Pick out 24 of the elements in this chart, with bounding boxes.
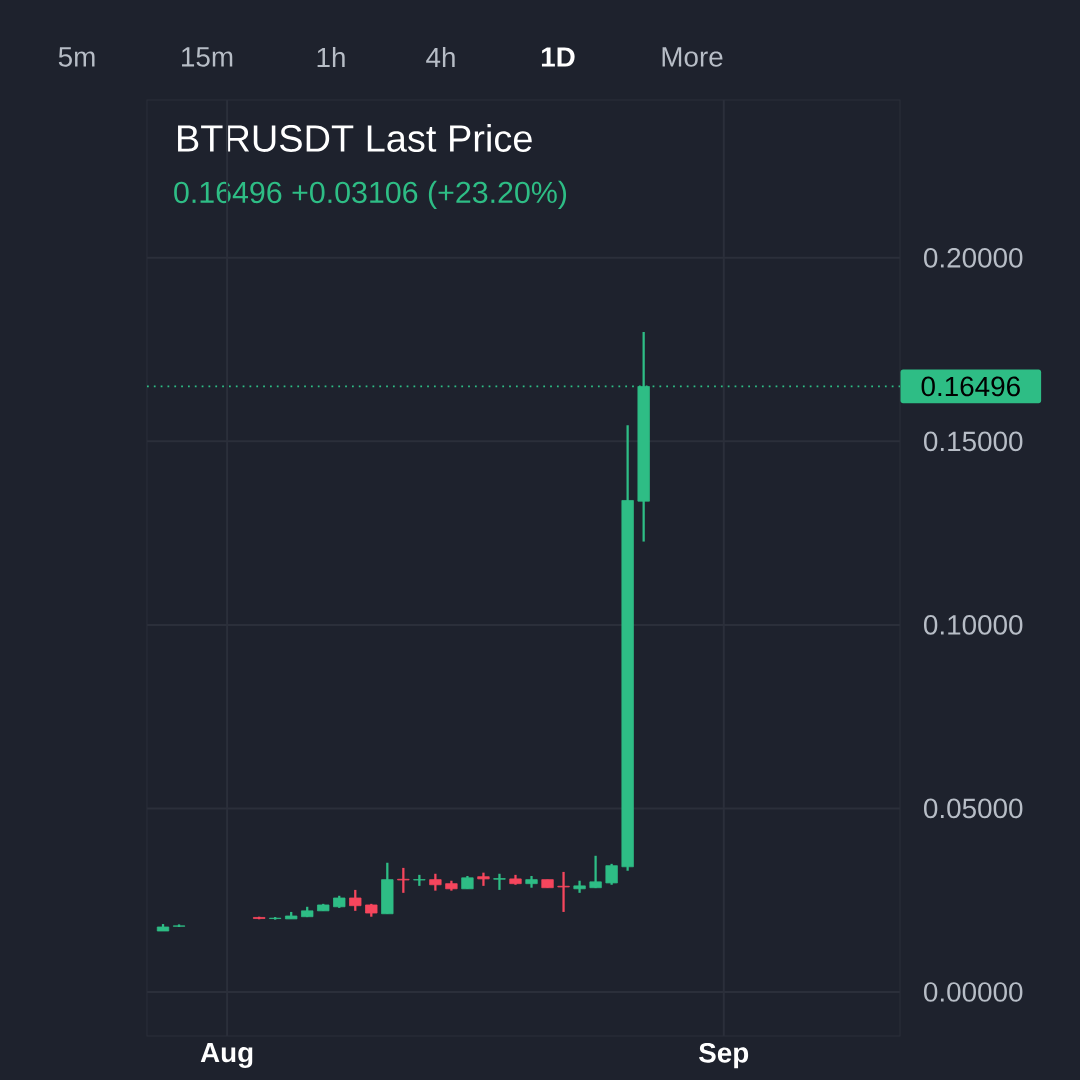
candlestick [493, 872, 506, 892]
y-tick-label: 0.20000 [924, 248, 1023, 268]
y-tick-label: 0.00000 [924, 982, 1023, 1002]
candlestick [413, 873, 426, 888]
candlestick [589, 854, 602, 890]
text: 1D [541, 47, 575, 67]
candlestick [557, 870, 570, 914]
x-tick-label: Sep [699, 1042, 749, 1069]
text: BTRUSDT Last Price [178, 124, 532, 152]
candlestick [605, 862, 618, 886]
candlestick [397, 866, 410, 894]
y-tick-label: 0.05000 [924, 798, 1023, 819]
y-tick-label: 0.10000 [924, 615, 1023, 635]
candlestick [477, 871, 490, 888]
y-tick-label: 0.15000 [924, 431, 1023, 452]
text: 0.16496 +0.03106 (+23.20%) [174, 180, 567, 210]
x-tick-label: Aug [200, 1042, 253, 1068]
text: 15m [182, 47, 233, 67]
text: 4h [426, 46, 455, 68]
text: 5m [58, 47, 95, 67]
text: More [662, 47, 723, 67]
ref-line-label: 0.16496 [921, 376, 1020, 397]
candlestick [349, 888, 362, 912]
text: 1h [317, 46, 345, 68]
